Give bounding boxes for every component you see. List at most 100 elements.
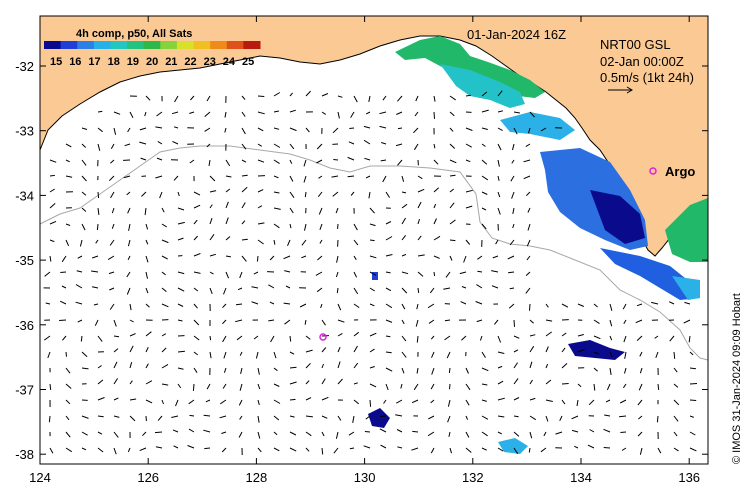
colorbar-tick-label: 23 [204, 56, 216, 68]
current-vector [349, 128, 354, 129]
current-vector [604, 448, 610, 449]
colorbar-swatch [94, 41, 111, 49]
current-vector [477, 271, 482, 272]
current-vector [449, 368, 450, 373]
current-vector [59, 320, 66, 321]
current-vector [370, 400, 371, 407]
current-vector [370, 240, 375, 241]
current-vector [155, 432, 162, 433]
current-vector [193, 384, 194, 391]
lon-tick-label: 134 [570, 470, 592, 485]
lon-tick-label: 128 [246, 470, 268, 485]
current-vector [98, 416, 104, 417]
lat-tick-label: -37 [15, 383, 34, 398]
current-vector [417, 336, 418, 343]
current-vector [450, 384, 451, 389]
current-vector [257, 256, 258, 262]
datetime-label: 01-Jan-2024 16Z [467, 27, 566, 42]
current-vector [98, 192, 99, 198]
colorbar-tick-label: 16 [69, 56, 81, 68]
current-vector [386, 336, 390, 337]
colorbar-swatch [144, 41, 161, 49]
current-vector [66, 352, 67, 357]
current-vector [530, 304, 531, 311]
current-vector [210, 336, 211, 340]
current-vector [510, 288, 514, 289]
colorbar-tick-label: 18 [108, 56, 120, 68]
current-vector [290, 399, 296, 400]
current-vector [305, 192, 306, 197]
current-vector [690, 400, 696, 401]
colorbar-swatch [61, 41, 78, 49]
current-vector [514, 320, 515, 327]
model-label: NRT00 GSL [600, 37, 671, 52]
current-vector [97, 224, 98, 230]
current-vector [190, 415, 195, 416]
colorbar-swatch [194, 41, 211, 49]
colorbar-tick-label: 25 [242, 56, 254, 68]
lat-tick-label: -38 [15, 447, 34, 462]
current-vector [365, 432, 370, 433]
colorbar-swatch [160, 41, 177, 49]
current-vector [322, 448, 323, 454]
current-vector [204, 415, 210, 416]
colorbar-tick-label: 19 [127, 56, 139, 68]
colorbar-swatch [44, 41, 61, 49]
current-vector [450, 240, 455, 241]
argo-label: Argo [665, 164, 695, 179]
colorbar-swatch [127, 41, 144, 49]
valid-time-label: 02-Jan 00:00Z [600, 54, 684, 69]
lon-tick-label: 130 [354, 470, 376, 485]
current-vector [562, 384, 569, 385]
current-vector [658, 384, 659, 390]
lat-tick-label: -32 [15, 59, 34, 74]
current-vector [236, 304, 242, 305]
vector-scale-label: 0.5m/s (1kt 24h) [600, 70, 694, 85]
current-vector [50, 384, 51, 390]
colorbar-swatch [177, 41, 194, 49]
current-vector [412, 431, 418, 432]
current-vector [204, 448, 210, 449]
colorbar-tick-label: 17 [88, 56, 100, 68]
current-vector [98, 111, 102, 112]
lat-tick-label: -36 [15, 318, 34, 333]
current-vector [242, 175, 248, 176]
current-vector [466, 95, 471, 96]
colorbar-swatch [77, 41, 94, 49]
current-vector [434, 112, 435, 119]
current-vector [620, 432, 626, 433]
current-vector [50, 175, 55, 176]
colorbar-swatch [227, 41, 244, 49]
current-vector [398, 128, 402, 129]
current-vector [529, 448, 530, 453]
colorbar-swatch [210, 41, 227, 49]
current-vector [81, 336, 82, 342]
lon-tick-label: 136 [678, 470, 700, 485]
lon-tick-label: 132 [462, 470, 484, 485]
current-vector [690, 384, 697, 385]
current-vector [290, 336, 291, 342]
colorbar-swatch [243, 41, 260, 49]
colorbar-tick-label: 22 [184, 56, 196, 68]
lat-tick-label: -34 [15, 188, 34, 203]
colorbar-tick-label: 24 [223, 56, 236, 68]
lon-tick-label: 126 [137, 470, 159, 485]
current-vector [657, 416, 658, 422]
colorbar-tick-label: 21 [165, 56, 177, 68]
current-vector [434, 272, 435, 276]
current-vector [445, 320, 450, 321]
current-vector [350, 448, 354, 449]
colorbar-tick-label: 15 [50, 56, 62, 68]
current-vector [49, 416, 50, 422]
current-vector [508, 272, 514, 273]
current-vector [258, 96, 264, 97]
colorbar-tick-labels: 15 16 17 18 19 20 21 22 23 24 25 [50, 56, 254, 68]
colorbar-swatch [110, 41, 127, 49]
current-vector [60, 272, 66, 273]
lat-tick-label: -33 [15, 124, 34, 139]
colorbar [44, 41, 261, 49]
colorbar-tick-label: 20 [146, 56, 158, 68]
current-vector [337, 288, 338, 293]
lon-tick-label: 124 [29, 470, 51, 485]
